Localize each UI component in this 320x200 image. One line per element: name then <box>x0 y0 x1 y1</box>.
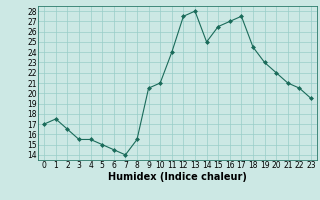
X-axis label: Humidex (Indice chaleur): Humidex (Indice chaleur) <box>108 172 247 182</box>
